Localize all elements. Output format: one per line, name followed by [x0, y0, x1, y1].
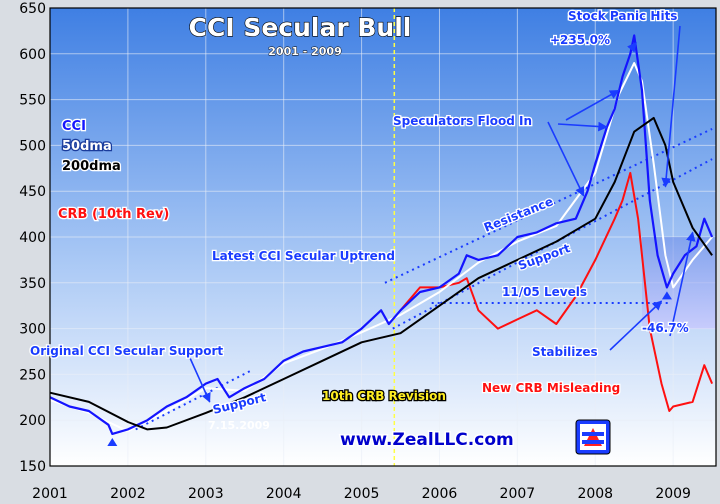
recent-range-shade: [642, 237, 716, 329]
legend: CCI 50dma 200dma CRB (10th Rev): [57, 118, 171, 224]
y-tick-label: 250: [19, 367, 46, 383]
x-tick-label: 2007: [500, 486, 536, 502]
series-line-crb-10th-rev: [399, 171, 714, 412]
zeal-logo: [575, 419, 611, 455]
y-tick-label: 150: [19, 459, 46, 475]
x-tick-label: 2005: [344, 486, 380, 502]
x-tick-label: 2002: [110, 486, 146, 502]
y-tick-label: 500: [19, 138, 46, 154]
chart-subtitle: 2001 - 2009: [268, 45, 341, 58]
series-line-cci: [49, 34, 714, 435]
x-tick-label: 2004: [266, 486, 302, 502]
resistance-trendline: [384, 128, 713, 284]
annotation-stabilizes: Stabilizes: [532, 345, 598, 359]
annotation-gain: +235.0%: [550, 33, 610, 47]
annotation-stock-panic: Stock Panic Hits: [568, 9, 677, 23]
arrow-decline: [669, 231, 696, 337]
marker-2001-low: [107, 437, 118, 446]
date-label: 7.15.2009: [208, 419, 270, 432]
y-tick-label: 550: [19, 93, 46, 109]
annotation-speculators: Speculators Flood In: [393, 114, 532, 128]
x-tick-label: 2006: [422, 486, 458, 502]
y-tick-label: 450: [19, 184, 46, 200]
chart-title: CCI Secular Bull: [189, 13, 412, 42]
x-tick-label: 2001: [32, 486, 68, 502]
arrow-stock-panic: [661, 25, 681, 188]
x-tick-label: 2008: [577, 486, 613, 502]
arrow-speculators-3: [565, 89, 620, 121]
annotation-decline: -46.7%: [642, 321, 689, 335]
y-tick-label: 200: [19, 413, 46, 429]
y-tick-label: 400: [19, 230, 46, 246]
series-line-50dma: [49, 62, 713, 433]
annotation-1105-levels: 11/05 Levels: [502, 285, 587, 299]
annotation-crb-misleading: New CRB Misleading: [482, 381, 620, 395]
annotation-crb-revision: 10th CRB Revision: [322, 389, 446, 403]
arrow-gain: [627, 42, 637, 53]
legend-crb: CRB (10th Rev): [58, 207, 169, 222]
legend-cci: CCI: [62, 119, 86, 134]
plot-border: [49, 7, 717, 467]
y-tick-label: 600: [19, 47, 46, 63]
annotation-latest-uptrend: Latest CCI Secular Uptrend: [212, 249, 395, 263]
arrow-stabilizes: [609, 300, 663, 351]
arrow-speculators-2: [557, 121, 608, 132]
y-tick-label: 300: [19, 322, 46, 338]
x-tick-label: 2009: [655, 486, 691, 502]
axes: 150 200 250 300 350 400 450 500 550 600 650 2001 200…: [19, 1, 717, 502]
y-tick-label: 350: [19, 276, 46, 292]
legend-50dma: 50dma: [62, 139, 112, 154]
series-group: [49, 34, 714, 435]
legend-200dma: 200dma: [62, 159, 121, 174]
arrow-speculators-1: [547, 121, 585, 197]
series-line-200dma: [49, 116, 713, 431]
website-label: www.ZealLLC.com: [340, 430, 514, 450]
original-support-trendline: [135, 368, 253, 431]
arrow-original-support: [189, 357, 211, 403]
marker-2008-low: [661, 291, 672, 300]
annotation-original-support: Original CCI Secular Support: [30, 344, 223, 358]
y-tick-label: 650: [19, 1, 46, 17]
annotation-arrows: [107, 25, 696, 446]
x-tick-label: 2003: [188, 486, 224, 502]
